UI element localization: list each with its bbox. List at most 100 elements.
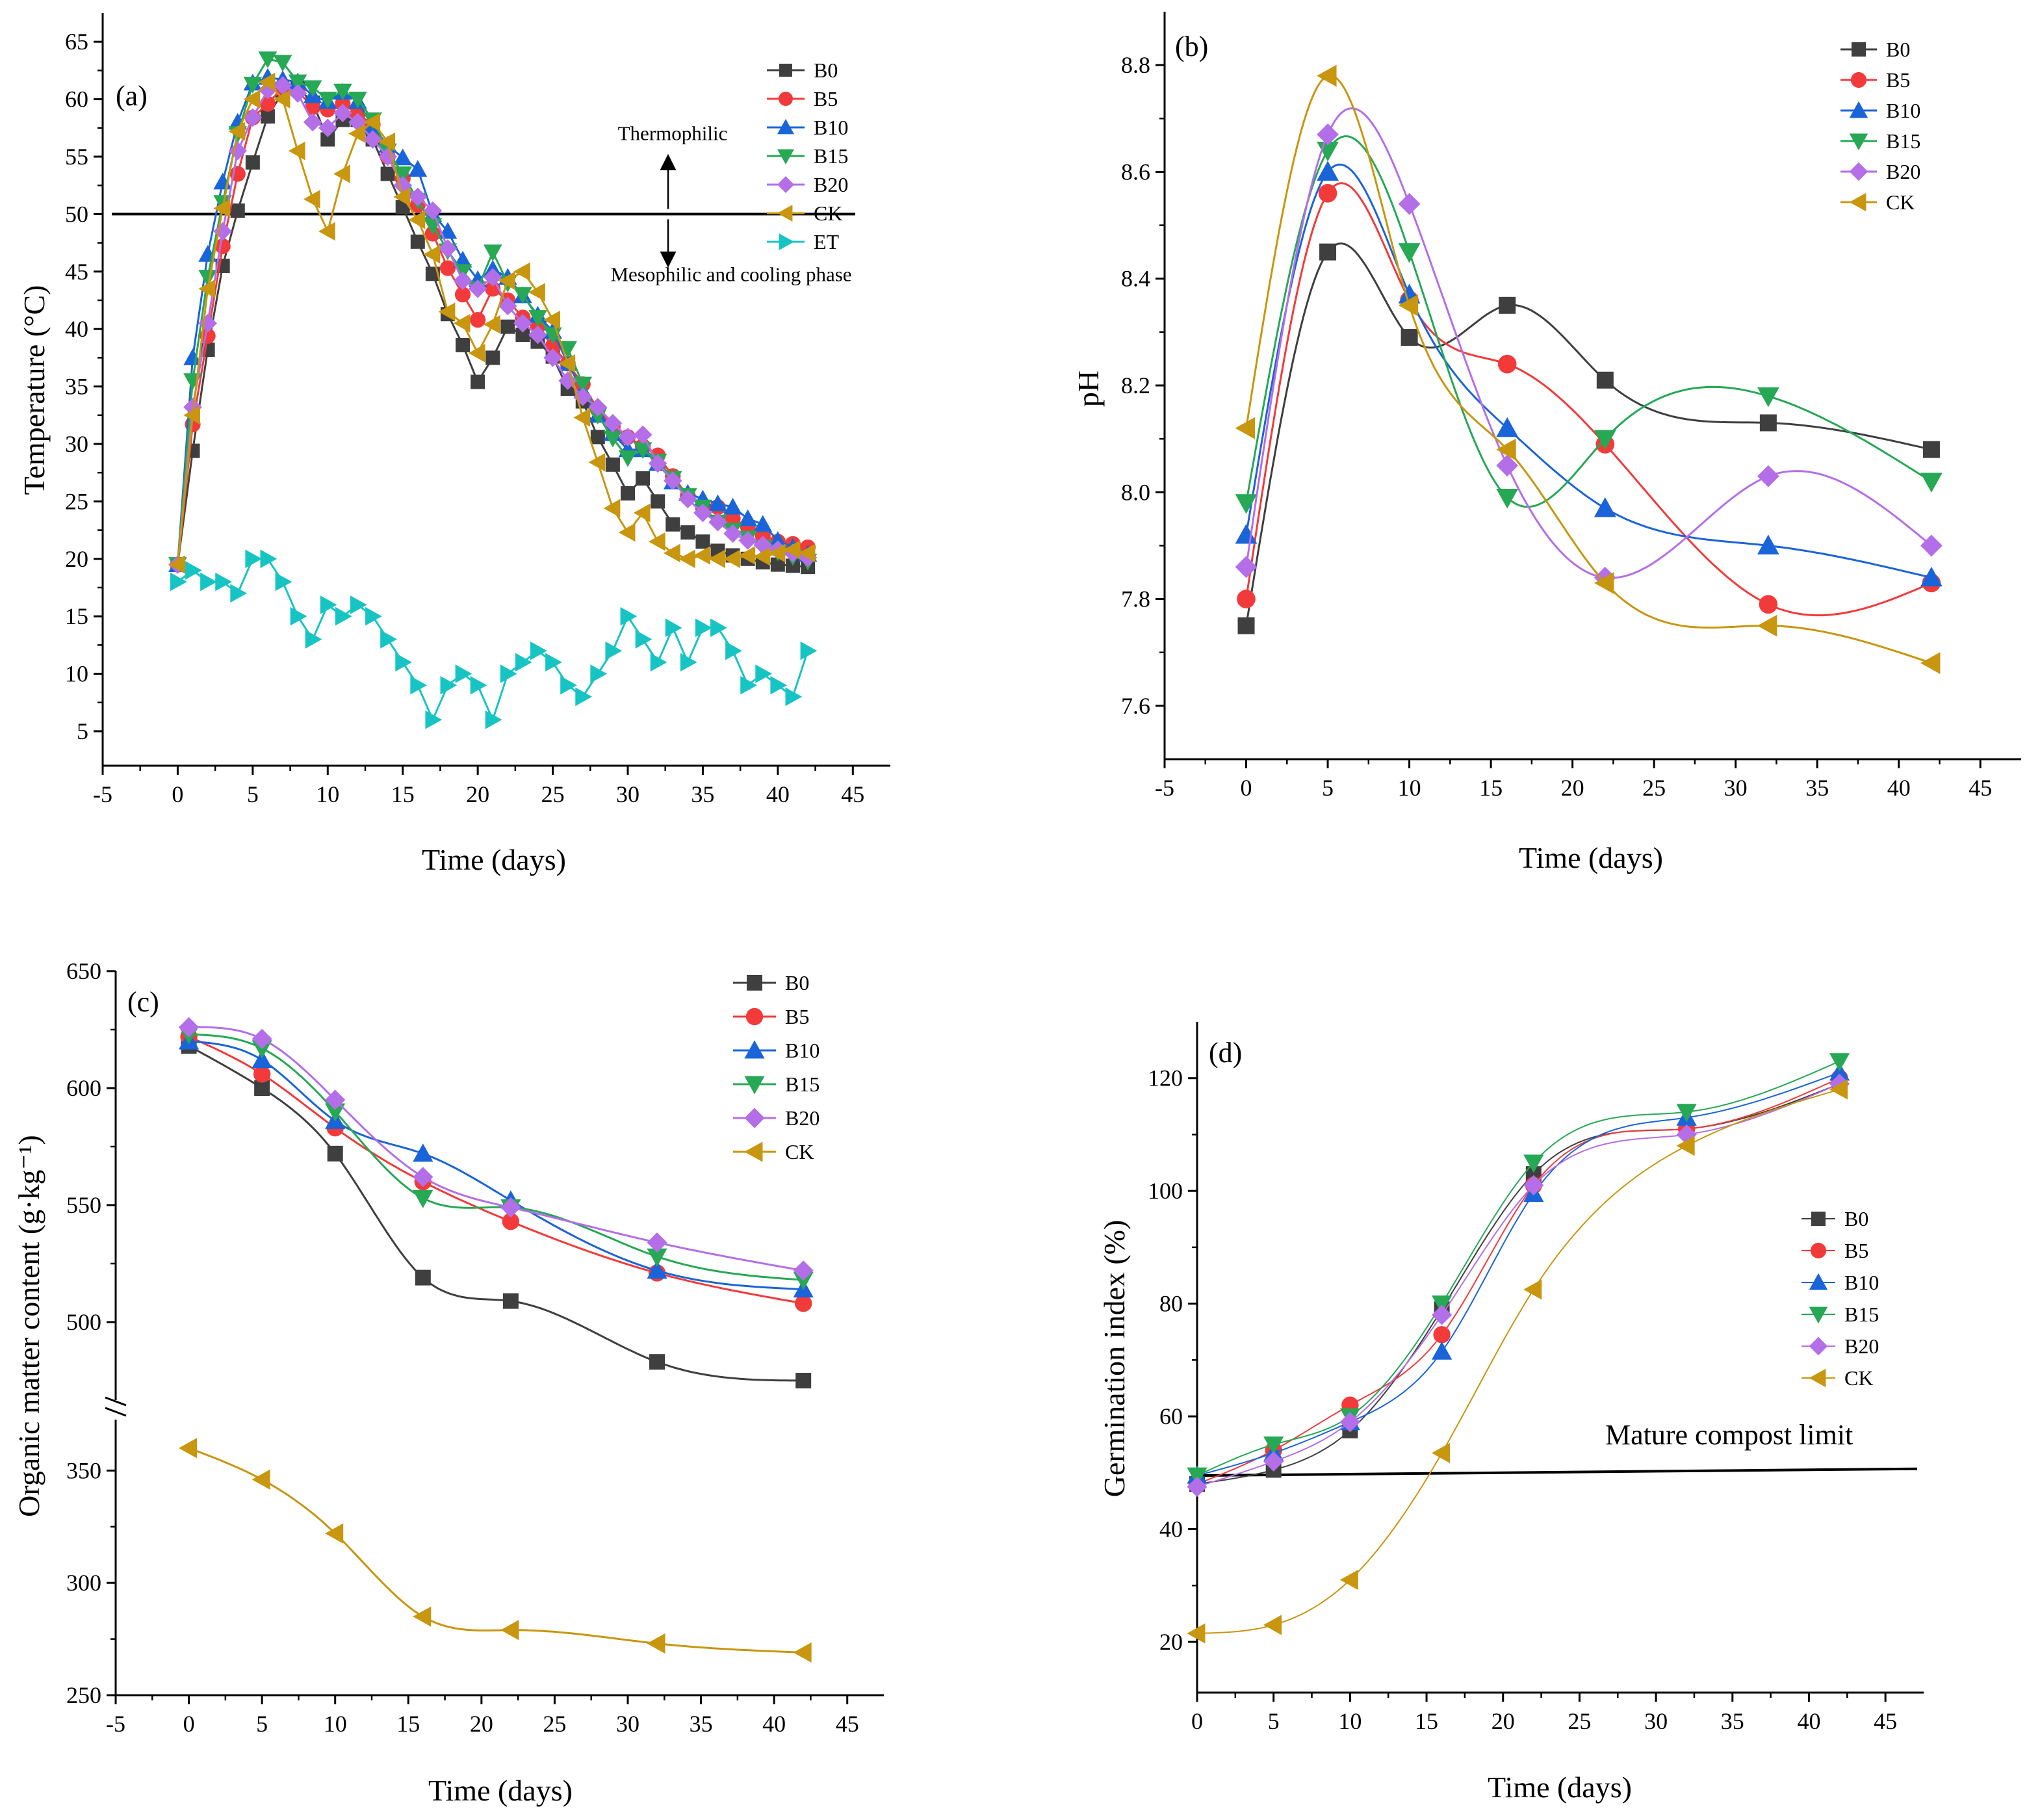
data-point [794, 1295, 812, 1312]
data-point [738, 546, 756, 565]
data-point [243, 77, 263, 94]
data-point [1499, 296, 1516, 314]
data-point [663, 471, 682, 490]
data-point [498, 271, 515, 291]
data-point [1759, 414, 1777, 432]
data-point [1496, 438, 1516, 461]
legend-label: B5 [814, 87, 838, 110]
series-line-b15 [1245, 135, 1932, 508]
y-tick-label: 250 [66, 1682, 101, 1708]
x-tick-label: 15 [1479, 775, 1503, 801]
data-point [1401, 329, 1418, 346]
data-point [228, 141, 248, 161]
legend-label: B15 [1886, 129, 1920, 153]
series-line-b10 [188, 1040, 804, 1291]
series-b15 [178, 1026, 814, 1290]
y-tick-label: 15 [65, 603, 88, 629]
series-line-ck [1245, 74, 1932, 664]
x-tick-label: 5 [256, 1711, 268, 1737]
data-point [528, 310, 547, 327]
x-tick-label: 45 [1969, 775, 1992, 801]
x-tick-label: 25 [1568, 1708, 1591, 1734]
data-point [783, 540, 801, 559]
data-point [1237, 590, 1256, 608]
data-point [500, 319, 515, 334]
legend-label: CK [1844, 1366, 1873, 1390]
x-tick-label: 10 [1338, 1708, 1362, 1734]
x-tick-label: 30 [1644, 1708, 1668, 1734]
y-tick-label: 8.2 [1121, 372, 1150, 398]
panel-label: (c) [127, 986, 159, 1018]
x-axis-title: Time (days) [1519, 841, 1663, 874]
data-point [325, 1089, 346, 1110]
data-point [543, 348, 562, 367]
x-tick-label: 20 [1561, 775, 1584, 801]
legend-marker-b10 [744, 1040, 765, 1059]
data-point [1676, 1136, 1695, 1156]
data-point [678, 489, 697, 509]
x-tick-label: 40 [1797, 1708, 1820, 1734]
legend-marker-b0 [747, 975, 762, 991]
y-tick-label: 8.4 [1121, 266, 1150, 292]
x-tick-label: 0 [183, 1711, 195, 1737]
x-tick-label: -5 [93, 781, 112, 807]
x-axis-title: Time (days) [1488, 1771, 1632, 1804]
data-point [513, 287, 532, 304]
data-point [168, 555, 185, 574]
data-point [1523, 1279, 1542, 1300]
x-tick-label: 15 [396, 1711, 420, 1737]
data-point [1317, 124, 1339, 146]
x-tick-label: 5 [1322, 775, 1334, 801]
data-point [348, 92, 367, 109]
y-tick-label: 7.8 [1121, 586, 1150, 612]
data-point [647, 1232, 667, 1253]
legend-label: B20 [814, 173, 848, 196]
data-point [380, 630, 397, 649]
data-point [740, 675, 757, 695]
data-point [1431, 1305, 1453, 1325]
data-point [483, 244, 502, 262]
data-point [408, 160, 428, 177]
data-point [648, 454, 667, 473]
data-point [605, 457, 620, 472]
data-point [198, 270, 217, 287]
y-tick-label: 35 [65, 374, 88, 400]
data-point [1920, 566, 1943, 587]
x-tick-label: 25 [541, 781, 565, 807]
data-point [650, 653, 667, 672]
data-point [530, 641, 547, 660]
data-point [254, 1080, 270, 1096]
data-point [695, 534, 710, 549]
legend-label: CK [1886, 190, 1915, 214]
data-point [413, 1606, 432, 1627]
x-tick-label: 5 [247, 781, 259, 807]
legend-marker-ck [1849, 192, 1866, 212]
data-point [380, 166, 395, 181]
data-point [620, 606, 638, 626]
legend-marker-b5 [745, 1008, 764, 1026]
data-point [633, 503, 651, 523]
data-point [288, 141, 305, 161]
data-point [558, 354, 576, 373]
data-point [363, 130, 382, 149]
x-tick-label: -5 [1155, 775, 1174, 801]
data-point [468, 344, 485, 363]
data-point [471, 374, 485, 389]
data-point [633, 425, 652, 445]
data-point [500, 1197, 521, 1218]
series-line-ck [188, 1447, 804, 1654]
y-axis-title: Temperature (°C) [18, 285, 51, 495]
data-point [198, 314, 217, 333]
data-point [252, 1469, 270, 1490]
y-axis-title: Organic matter content (g·kg⁻¹) [12, 1135, 45, 1517]
data-point [260, 549, 278, 569]
x-tick-label: 35 [690, 1711, 713, 1737]
series-b15 [1187, 1053, 1850, 1486]
legend: B0 B5 B10 B15 B20 CK [1840, 38, 1920, 214]
data-point [440, 675, 458, 695]
data-point [795, 1373, 812, 1388]
panel-c-organic-matter: -5 0 5 10 15 20 25 30 35 40 45 500 550 600 650 250 300 35… [12, 958, 884, 1807]
series-ck [168, 72, 816, 574]
data-point [455, 664, 472, 683]
data-point [1339, 1412, 1360, 1433]
